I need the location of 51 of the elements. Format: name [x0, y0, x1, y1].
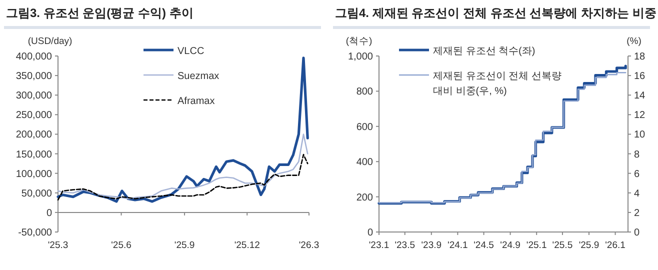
legend-label: Aframax — [178, 96, 215, 107]
y-tick-label: 100,000 — [16, 168, 52, 180]
y-axis-title: (척수) — [346, 36, 372, 47]
y-tick-label: 200 — [356, 192, 374, 204]
x-tick-label: '24.9 — [500, 240, 520, 251]
y2-tick-label: 6 — [634, 168, 640, 180]
y-tick-label: 350,000 — [16, 71, 52, 82]
legend-label: 제재된 유조선이 전체 선복량 대비 비중(우, %) — [433, 71, 562, 97]
y2-tick-label: 14 — [634, 90, 646, 102]
x-tick-label: '26.3 — [298, 240, 320, 251]
y2-tick-label: 16 — [634, 71, 646, 82]
x-tick-label: '25.5 — [552, 240, 573, 251]
y-tick-label: 50,000 — [21, 188, 52, 200]
x-tick-label: '25.9 — [174, 240, 195, 251]
y-tick-label: 300,000 — [16, 90, 52, 102]
chart-title: 그림4. 제재된 유조선이 전체 유조선 선복량에 차지하는 비중 — [335, 6, 656, 20]
x-tick-label: '26.1 — [605, 240, 626, 251]
y-axis-title: (USD/day) — [28, 36, 72, 47]
x-tick-label: '25.1 — [526, 240, 547, 251]
y-tick-label: 200,000 — [16, 130, 52, 141]
y2-axis-title: (%) — [626, 36, 642, 47]
y2-tick-label: 12 — [634, 110, 646, 122]
y-tick-label: 150,000 — [16, 149, 52, 160]
y2-tick-label: 4 — [634, 188, 640, 200]
y-tick-label: 0 — [46, 208, 52, 219]
legend-label: VLCC — [178, 46, 204, 57]
y-tick-label: 0 — [367, 228, 374, 238]
legend-label: 제재된 유조선 척수(좌) — [433, 46, 536, 57]
y2-tick-label: 10 — [634, 130, 646, 141]
x-tick-label: '25.3 — [48, 240, 68, 251]
y-tick-label: 600 — [356, 122, 374, 133]
x-tick-label: '24.5 — [474, 240, 494, 251]
y-tick-label: 400 — [356, 157, 374, 168]
y2-tick-label: 0 — [634, 228, 640, 238]
x-tick-label: '24.1 — [448, 240, 468, 251]
x-tick-label: '25.12 — [234, 240, 260, 251]
chart-title: 그림3. 유조선 운임(평균 수익) 추이 — [6, 6, 194, 20]
x-tick-label: '23.5 — [394, 240, 416, 251]
x-tick-label: '25.9 — [578, 240, 600, 251]
y-tick-label: -50,000 — [18, 228, 52, 238]
y-tick-label: 250,000 — [16, 110, 52, 122]
y2-tick-label: 18 — [634, 52, 646, 62]
x-tick-label: '25.6 — [111, 240, 132, 251]
x-tick-label: '23.1 — [368, 240, 390, 251]
y2-tick-label: 8 — [634, 149, 640, 160]
x-tick-label: '23.9 — [421, 240, 442, 251]
legend-label: Suezmax — [178, 71, 220, 82]
y-tick-label: 400,000 — [16, 52, 52, 62]
y2-tick-label: 2 — [634, 208, 640, 219]
y-tick-label: 800 — [356, 86, 374, 98]
y-tick-label: 1,000 — [348, 52, 374, 62]
